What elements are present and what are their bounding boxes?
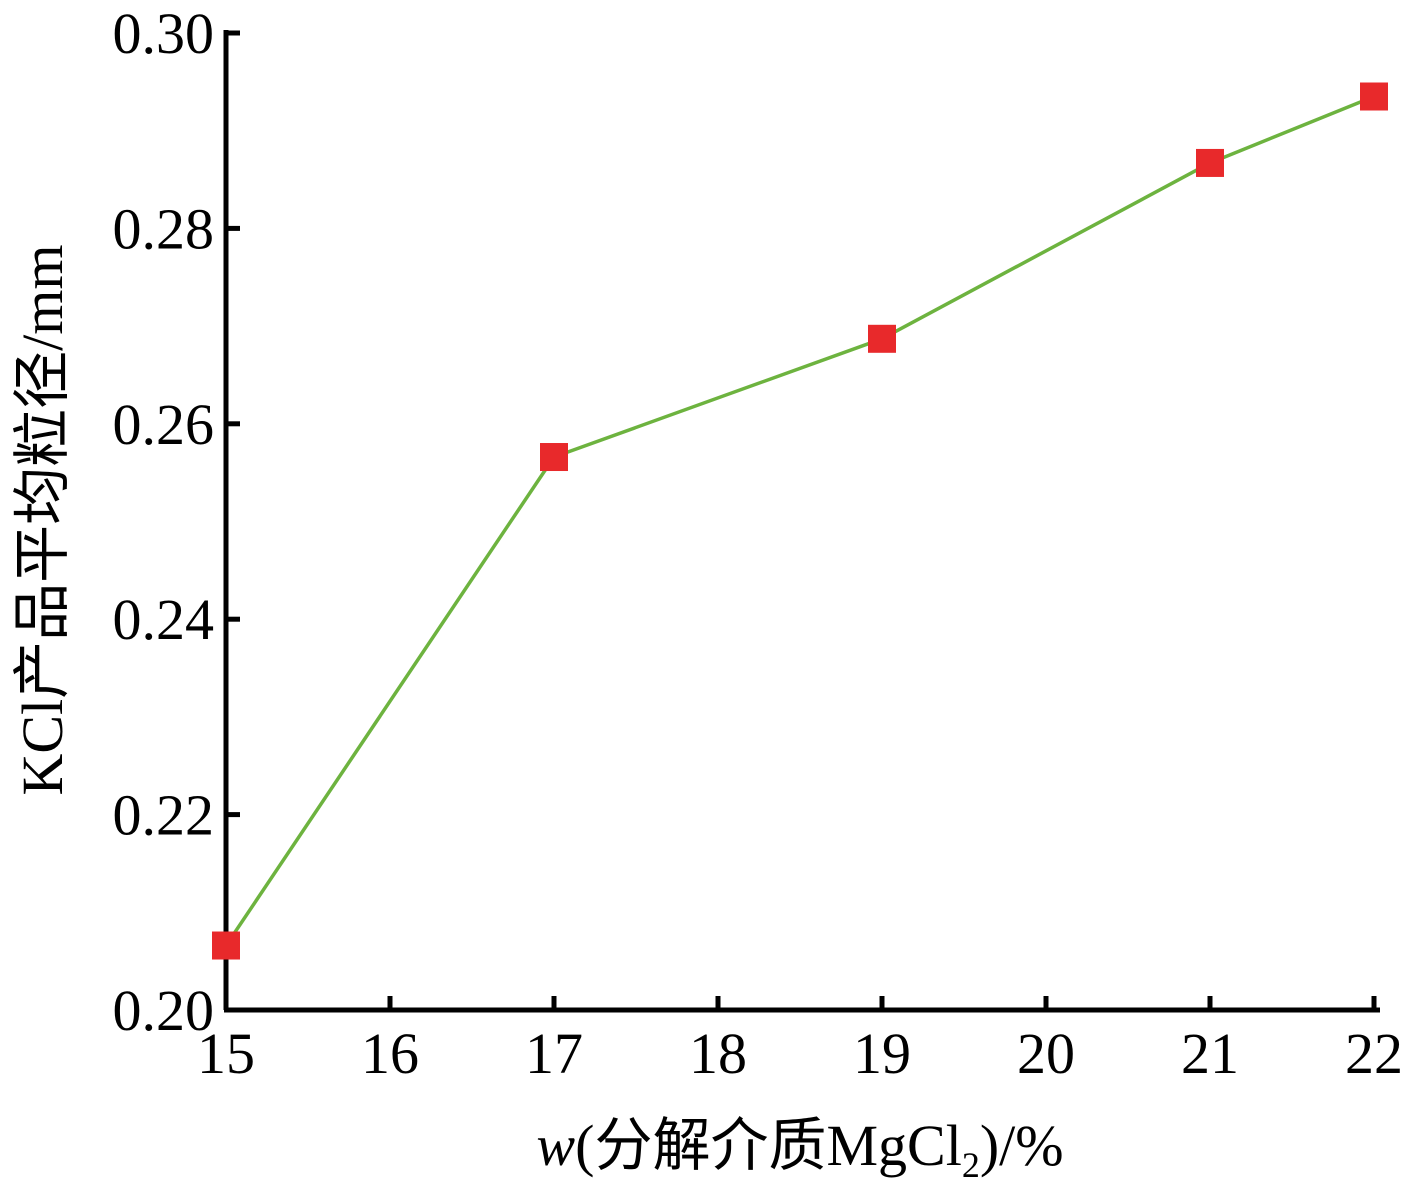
x-axis-title-variable: w [536,1113,575,1178]
x-tick-label: 21 [1181,1021,1239,1086]
x-ticks: 15 16 17 18 19 20 21 22 [197,996,1403,1086]
x-tick-label: 18 [689,1021,747,1086]
data-point-marker [868,324,896,353]
x-tick-label: 16 [361,1021,419,1086]
y-ticks: 0.20 0.22 0.24 0.26 0.28 0.30 [113,1,240,1043]
x-tick-label: 17 [525,1021,583,1086]
x-axis-title: w(分解介质MgCl2)/% [536,1113,1063,1181]
y-tick-label: 0.24 [113,587,215,652]
series-layer [212,82,1388,960]
x-axis-title-text: 分解介质MgCl [594,1113,961,1178]
y-tick-label: 0.30 [113,1,215,66]
x-tick-label: 22 [1345,1021,1403,1086]
x-axis-title-open-paren: ( [575,1113,594,1178]
y-axis-title: KCl产品平均粒径/mm [10,244,75,795]
y-tick-label: 0.20 [113,978,215,1043]
data-point-marker [212,931,240,960]
x-axis-title-subscript: 2 [962,1145,980,1181]
data-point-marker [1196,148,1224,177]
axes [223,30,1380,1013]
x-tick-label: 20 [1017,1021,1075,1086]
x-axis-title-tail: )/% [980,1113,1064,1178]
x-tick-label: 15 [197,1021,255,1086]
data-point-marker [540,443,568,472]
y-tick-label: 0.28 [113,196,215,261]
y-tick-label: 0.26 [113,392,215,457]
data-point-marker [1360,82,1388,111]
y-tick-label: 0.22 [113,783,215,848]
series-line [224,94,1375,947]
x-tick-label: 19 [853,1021,911,1086]
